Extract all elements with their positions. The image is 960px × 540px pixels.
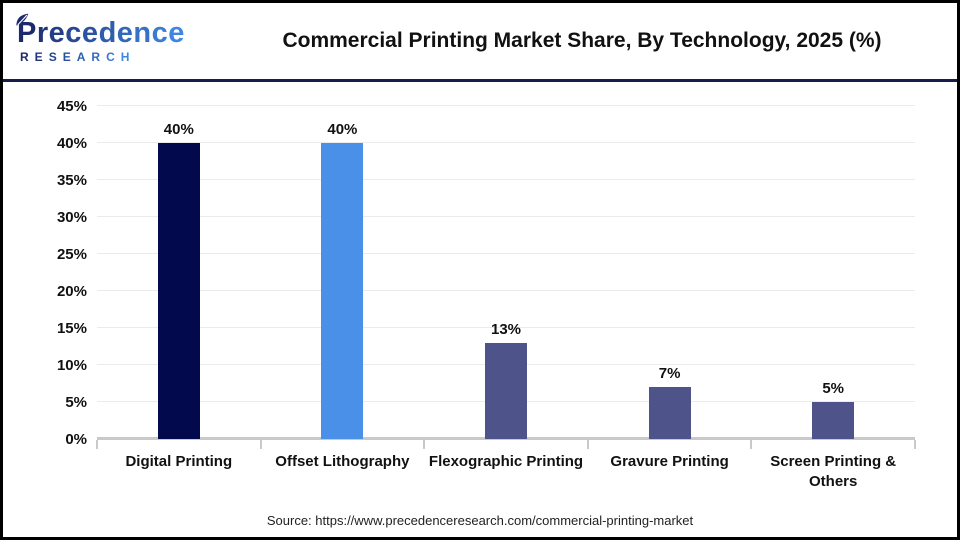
leaf-icon	[16, 13, 29, 26]
bar-chart: 0% 5% 10% 15% 20% 25% 30% 35% 40% 45% 40% Digital …	[3, 82, 957, 507]
precedence-research-logo: Precedence RESEARCH	[16, 13, 217, 63]
bar-offset-lithography	[321, 143, 364, 439]
logo-letter: A	[76, 50, 92, 64]
x-category-label: Digital Printing	[125, 453, 233, 470]
bar-value-label: 40%	[327, 121, 358, 138]
bar-flexographic-printing	[485, 342, 527, 439]
header: Precedence RESEARCH Commercial Printing …	[3, 3, 957, 79]
chart-title: Commercial Printing Market Share, By Tec…	[282, 29, 882, 52]
y-tick-label: 40%	[56, 135, 87, 152]
gridline-25	[97, 253, 915, 254]
logo-subtitle: RESEARCH	[20, 51, 217, 63]
axis-tick	[750, 440, 753, 449]
axis-tick	[259, 440, 262, 449]
logo-letter: R	[20, 50, 35, 64]
bar-value-label: 7%	[658, 365, 681, 383]
x-category-label: Screen Printing & Others	[770, 453, 897, 491]
y-tick-label: 15%	[56, 320, 87, 337]
logo-letter: S	[48, 50, 63, 64]
logo-letter: n	[133, 17, 152, 49]
logo-letter: e	[48, 17, 66, 49]
gridline-40	[97, 142, 915, 143]
logo-letter: c	[151, 17, 169, 49]
x-category-label: Offset Lithography	[275, 453, 410, 470]
logo-letter: e	[168, 17, 185, 49]
logo-letter: c	[65, 17, 82, 49]
x-category-label: Flexographic Printing	[428, 453, 584, 470]
logo-letter: P	[17, 17, 37, 49]
logo-letter: E	[62, 50, 77, 64]
logo-letter: R	[91, 50, 107, 64]
logo-letter: C	[106, 50, 121, 64]
bar-gravure-printing	[648, 387, 691, 439]
source-note: Source: https://www.precedenceresearch.c…	[266, 513, 694, 528]
y-tick-label: 5%	[65, 394, 87, 411]
y-tick-label: 10%	[56, 357, 87, 374]
axis-tick	[914, 440, 916, 449]
x-category-label: Gravure Printing	[610, 453, 729, 470]
header-divider	[3, 79, 957, 82]
bar-value-label: 13%	[490, 320, 522, 338]
gridline-35	[97, 179, 915, 180]
y-tick-label: 25%	[56, 246, 87, 263]
y-tick-label: 30%	[56, 209, 87, 226]
logo-letter: E	[34, 50, 49, 64]
y-tick-label: 35%	[56, 172, 87, 189]
plot-area: 40% Digital Printing 40% Offset Lithography…	[96, 105, 916, 490]
bar-value-label: 5%	[822, 380, 845, 397]
logo-letter: e	[116, 17, 134, 49]
gridline-15	[97, 327, 915, 328]
gridline-30	[97, 216, 915, 217]
logo-letter: e	[81, 17, 99, 49]
logo-letter: r	[36, 17, 49, 49]
bar-digital-printing	[157, 143, 200, 439]
y-tick-label: 20%	[56, 283, 87, 300]
gridline-20	[97, 290, 915, 291]
y-axis-labels: 0% 5% 10% 15% 20% 25% 30% 35% 40% 45%	[17, 98, 87, 448]
y-tick-label: 45%	[56, 98, 87, 115]
bar-value-label: 40%	[163, 121, 194, 138]
axis-tick	[586, 440, 589, 449]
logo-letter: d	[98, 17, 117, 49]
axis-tick	[423, 440, 426, 449]
bar-screen-printing-others	[812, 402, 855, 439]
logo-letter: H	[120, 50, 136, 64]
gridline-45	[97, 105, 915, 106]
logo-wordmark: Precedence	[17, 19, 217, 48]
y-tick-label: 0%	[65, 431, 87, 448]
axis-tick	[96, 440, 98, 449]
